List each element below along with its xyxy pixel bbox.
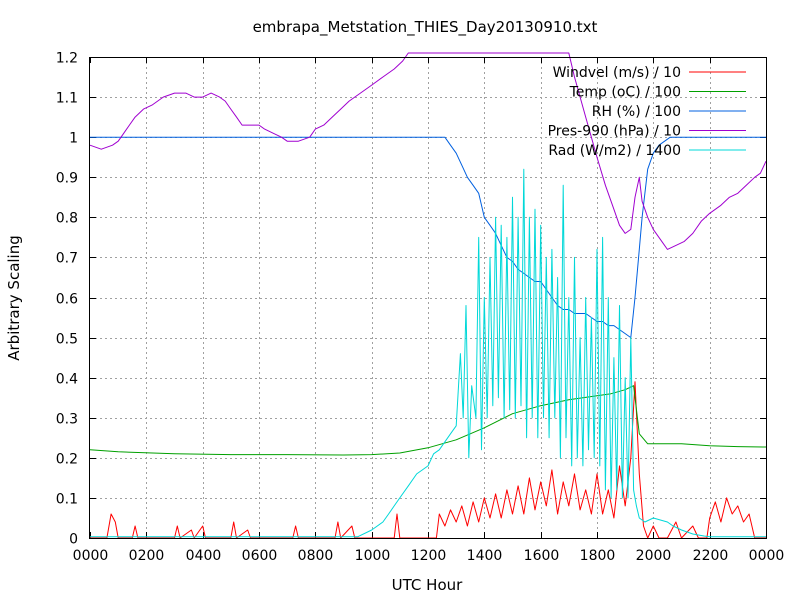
- x-tick-label: 1600: [524, 548, 560, 564]
- x-tick-label: 0000: [73, 548, 109, 564]
- series-line-2: [89, 385, 767, 456]
- y-axis-label: Arbitrary Scaling: [5, 235, 23, 361]
- y-tick-label: 1: [69, 131, 78, 147]
- y-tick-label: 0.4: [56, 372, 78, 388]
- y-tick-label: 0.8: [56, 211, 78, 227]
- y-tick-label: 0.5: [56, 332, 78, 348]
- plot-frame: [89, 57, 767, 539]
- y-tick-label: 0.7: [56, 251, 78, 267]
- x-tick-label: 2000: [636, 548, 672, 564]
- y-tick-label: 0.9: [56, 171, 78, 187]
- x-tick-label: 0000: [749, 548, 785, 564]
- x-tick-label: 0800: [298, 548, 334, 564]
- y-tick-label: 0: [69, 532, 78, 548]
- x-tick-label: 1200: [411, 548, 447, 564]
- chart-title: embrapa_Metstation_THIES_Day20130910.txt: [253, 18, 598, 37]
- y-tick-label: 1.2: [56, 51, 78, 67]
- y-tick-label: 1.1: [56, 91, 78, 107]
- x-tick-label: 1000: [355, 548, 391, 564]
- legend-label-4: Pres-990 (hPa) / 10: [548, 124, 681, 140]
- x-tick-label: 2200: [693, 548, 729, 564]
- y-tick-label: 0.2: [56, 452, 78, 468]
- x-axis-label: UTC Hour: [392, 576, 463, 594]
- legend-label-1: Windvel (m/s) / 10: [553, 65, 681, 81]
- series-line-4: [89, 52, 767, 250]
- legend-label-3: RH (%) / 100: [592, 104, 681, 120]
- x-tick-label: 1800: [580, 548, 616, 564]
- legend: Windvel (m/s) / 10 Temp (oC) / 100 RH (%) …: [548, 65, 746, 159]
- x-tick-label: 0400: [186, 548, 222, 564]
- series-line-3: [90, 136, 766, 339]
- x-tick-label: 0600: [242, 548, 278, 564]
- x-tick-label: 0200: [129, 548, 165, 564]
- legend-label-2: Temp (oC) / 100: [569, 85, 681, 101]
- series-line-5: [90, 168, 766, 538]
- legend-label-5: Rad (W/m2) / 1400: [548, 143, 681, 159]
- y-tick-label: 0.1: [56, 492, 78, 508]
- x-tick-label: 1400: [467, 548, 503, 564]
- y-tick-label: 0.6: [56, 292, 78, 308]
- tick-labels: 0 0.1 0.2 0.3 0.4 0.5 0.6 0.7 0.8 0.9 1 1.1 1.2 0000 0…: [56, 51, 785, 565]
- y-tick-label: 0.3: [56, 412, 78, 428]
